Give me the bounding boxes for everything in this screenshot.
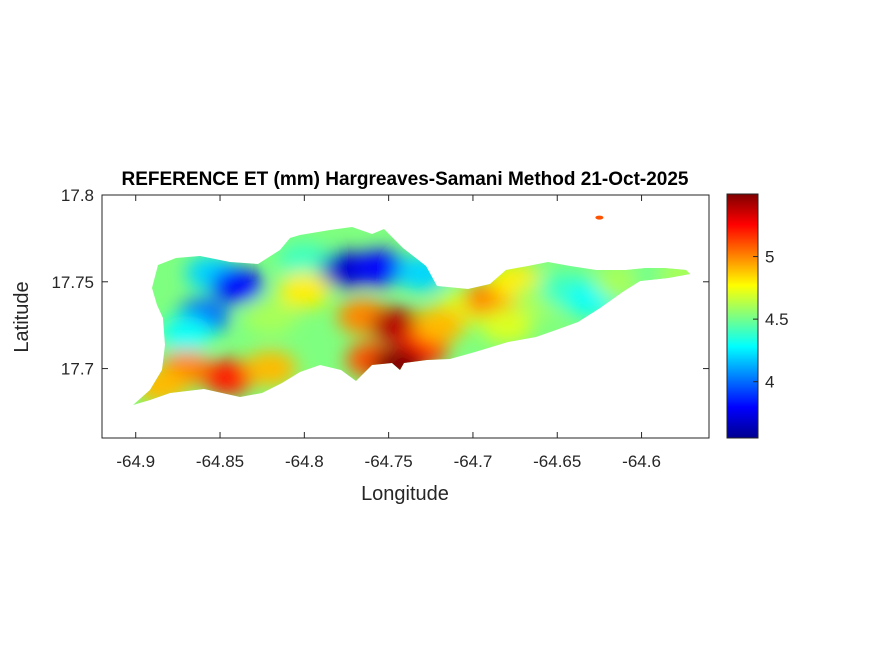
y-axis: 17.7 17.75 17.8 [51, 186, 709, 379]
heat-cell-5 [278, 242, 331, 279]
islet [595, 215, 604, 220]
heat-cell-15 [244, 350, 297, 387]
colorbar-tick-label: 4.5 [765, 310, 789, 329]
x-tick-label: -64.65 [533, 452, 581, 471]
chart-title: REFERENCE ET (mm) Hargreaves-Samani Meth… [122, 169, 689, 190]
y-tick-label: 17.75 [51, 273, 94, 292]
heat-cell-9 [278, 272, 331, 309]
heat-cell-14 [202, 359, 255, 396]
x-axis: -64.9 -64.85 -64.8 -64.75 -64.7 -64.65 -64.6 [116, 195, 661, 471]
x-axis-label: Longitude [361, 483, 449, 505]
heat-cell-1 [210, 267, 263, 304]
colorbar-tick-label: 4 [765, 373, 774, 392]
x-tick-label: -64.85 [196, 452, 244, 471]
x-tick-label: -64.75 [365, 452, 413, 471]
x-tick-label: -64.9 [116, 452, 155, 471]
colorbar-tick-label: 5 [765, 248, 774, 267]
x-tick-label: -64.8 [285, 452, 324, 471]
colorbar [726, 193, 759, 439]
heat-cell-3 [160, 315, 213, 352]
heat-cell-29 [480, 307, 533, 344]
x-tick-label: -64.6 [622, 452, 661, 471]
y-axis-label: Latitude [11, 281, 33, 352]
heat-cell-28 [413, 307, 466, 344]
heat-cell-4 [244, 298, 297, 335]
y-tick-label: 17.8 [61, 186, 94, 205]
x-tick-label: -64.7 [454, 452, 493, 471]
y-tick-label: 17.7 [61, 360, 94, 379]
heat-cell-7 [354, 249, 407, 286]
colorbar-ticks: 44.55 [753, 248, 789, 392]
